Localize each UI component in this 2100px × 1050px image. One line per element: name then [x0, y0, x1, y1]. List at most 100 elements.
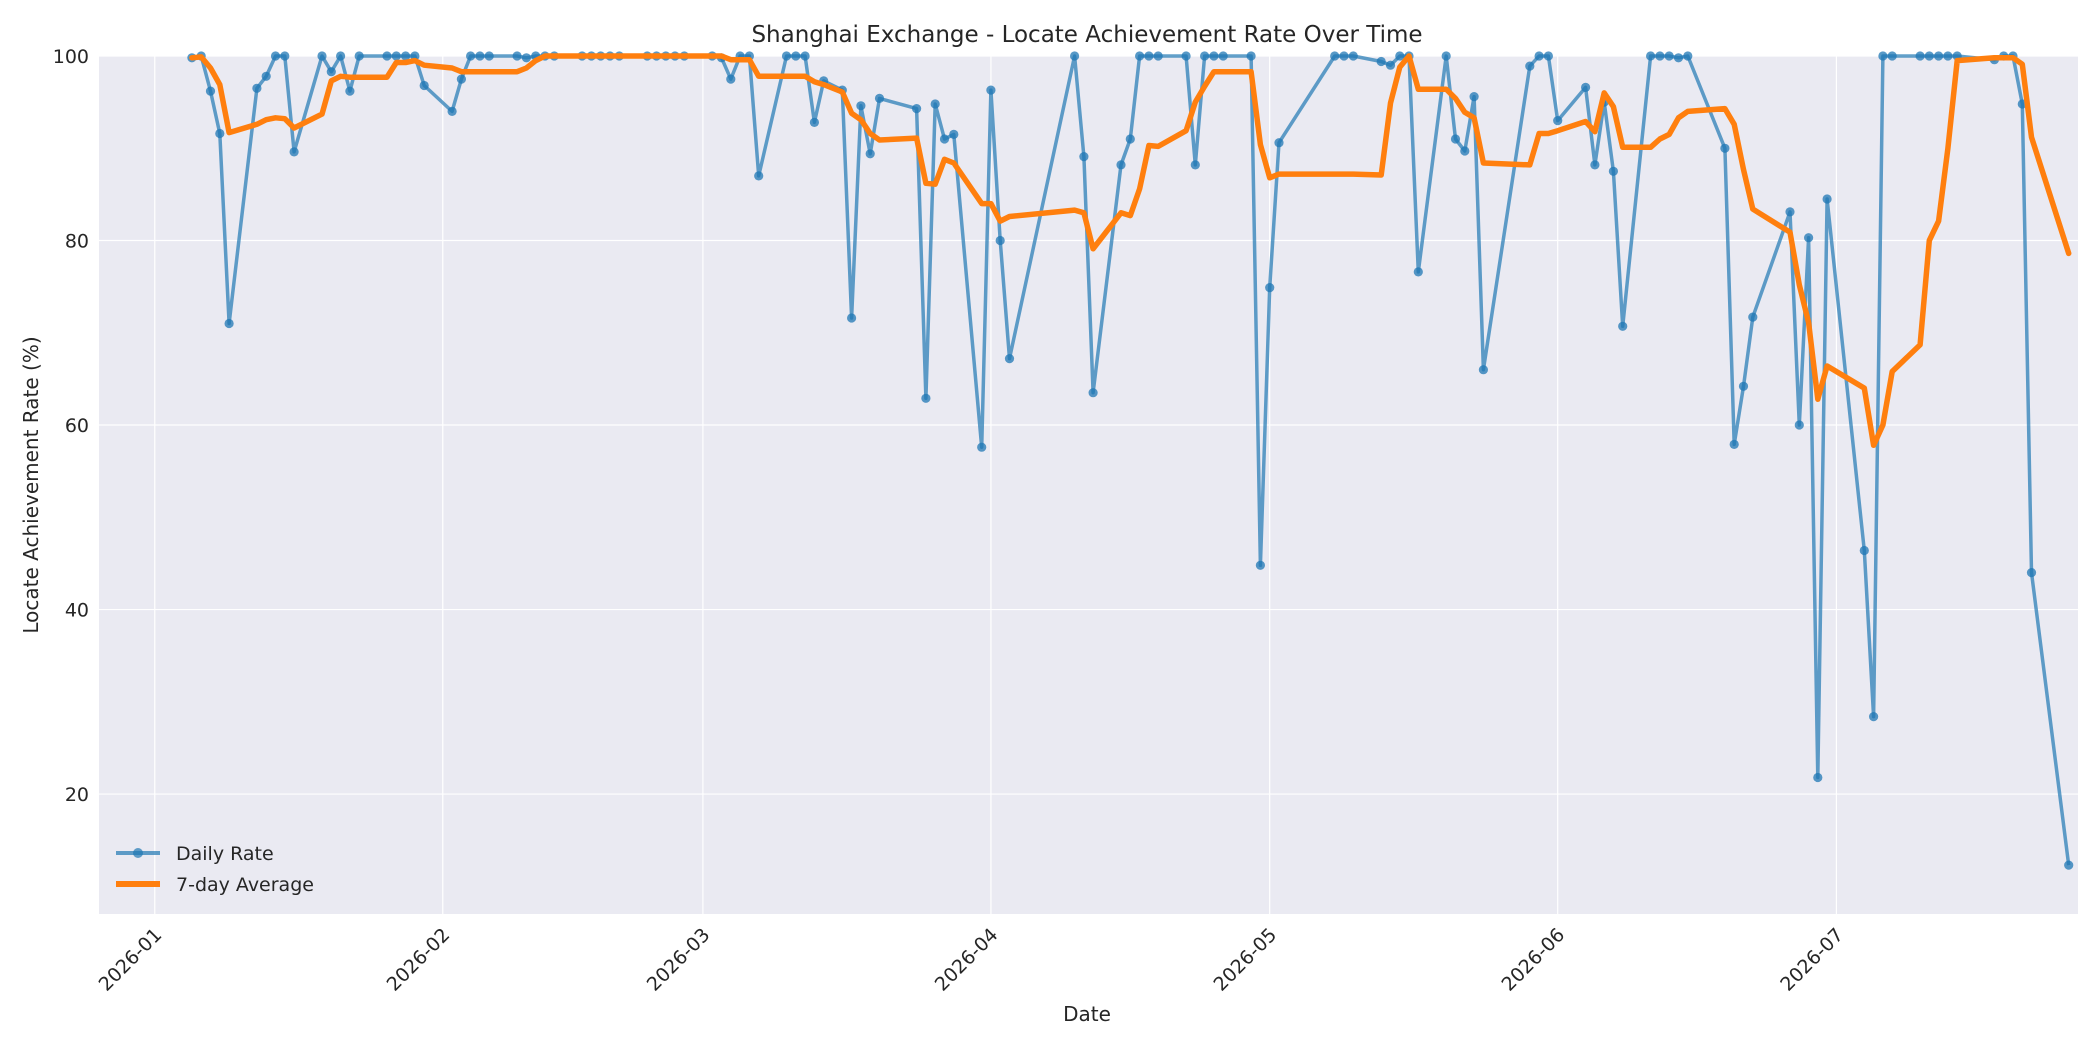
- daily-rate-point: [800, 51, 810, 61]
- daily-rate-point: [1088, 388, 1098, 398]
- daily-rate-point: [1655, 51, 1665, 61]
- x-axis-label: Date: [1063, 1002, 1111, 1026]
- daily-rate-point: [847, 313, 857, 323]
- series-layer: [187, 51, 2074, 870]
- daily-rate-point: [1079, 152, 1089, 162]
- daily-rate-point: [419, 80, 429, 91]
- daily-rate-point: [1385, 60, 1396, 70]
- daily-rate-point: [1887, 51, 1897, 61]
- daily-rate-point: [1144, 51, 1154, 61]
- daily-rate-point: [1683, 51, 1693, 61]
- daily-rate-point: [1395, 51, 1405, 61]
- daily-rate-point: [754, 171, 764, 181]
- daily-rate-point: [1878, 51, 1888, 61]
- daily-rate-point: [1590, 160, 1600, 170]
- daily-rate-point: [1738, 381, 1749, 391]
- daily-rate-point: [1004, 354, 1015, 364]
- plot-area: [99, 56, 2078, 914]
- daily-rate-point: [1135, 51, 1145, 61]
- y-tick-label: 60: [65, 415, 89, 437]
- daily-rate-point: [289, 147, 299, 157]
- daily-rate-point: [252, 83, 262, 93]
- daily-rate-point: [1924, 51, 1934, 61]
- daily-rate-point: [1200, 51, 1210, 61]
- daily-rate-point: [1543, 51, 1553, 61]
- daily-rate-point: [1116, 160, 1126, 170]
- daily-rate-point: [1070, 51, 1080, 61]
- daily-rate-point: [1720, 143, 1730, 153]
- daily-rate-point: [949, 129, 959, 139]
- daily-rate-point: [912, 104, 922, 114]
- daily-rate-point: [382, 51, 392, 61]
- daily-rate-point: [1181, 51, 1191, 61]
- daily-rate-point: [2026, 568, 2037, 578]
- daily-rate-point: [466, 51, 476, 61]
- daily-rate-point: [1804, 233, 1814, 243]
- daily-rate-point: [1376, 56, 1386, 67]
- daily-rate-point: [224, 318, 234, 329]
- daily-rate-point: [1246, 51, 1256, 61]
- daily-rate-point: [1450, 134, 1461, 144]
- daily-rate-point: [484, 51, 494, 61]
- daily-rate-point: [205, 86, 216, 96]
- daily-rate-point: [1125, 134, 1135, 144]
- y-axis-ticks: 20 40 60 80 100: [53, 46, 89, 806]
- daily-rate-point: [391, 51, 401, 61]
- daily-rate-point: [270, 51, 281, 61]
- y-tick-label: 100: [53, 46, 89, 68]
- daily-rate-point: [977, 442, 987, 452]
- daily-rate-point: [215, 128, 225, 139]
- daily-rate-point: [865, 149, 875, 159]
- daily-rate-point: [447, 106, 457, 116]
- daily-rate-point: [930, 99, 940, 109]
- daily-rate-point: [1618, 321, 1628, 331]
- daily-rate-point: [809, 117, 820, 127]
- daily-rate-point: [726, 74, 736, 84]
- daily-rate-markers: [187, 51, 2074, 870]
- daily-rate-point: [456, 74, 466, 84]
- y-tick-label: 80: [65, 231, 89, 253]
- daily-rate-point: [1469, 92, 1479, 102]
- daily-rate-point: [1255, 560, 1265, 570]
- daily-rate-point: [345, 86, 355, 96]
- daily-rate-point: [856, 101, 866, 111]
- daily-rate-point: [1525, 61, 1535, 71]
- daily-rate-point: [326, 67, 336, 77]
- chart-title: Shanghai Exchange - Locate Achievement R…: [751, 22, 1422, 48]
- daily-rate-point: [475, 51, 485, 61]
- seven-day-average-line: [189, 53, 2072, 449]
- daily-rate-point: [2064, 860, 2074, 870]
- daily-rate-point: [1813, 772, 1823, 783]
- daily-rate-point: [1915, 51, 1925, 61]
- y-axis-label: Locate Achievement Rate (%): [19, 336, 43, 633]
- y-tick-label: 40: [65, 600, 89, 622]
- daily-rate-point: [874, 93, 885, 103]
- legend-daily-marker: [133, 848, 143, 858]
- daily-rate-point: [1785, 207, 1795, 217]
- daily-rate-point: [401, 51, 411, 61]
- daily-rate-point: [791, 51, 801, 61]
- daily-rate-point: [1646, 51, 1656, 61]
- daily-rate-point: [995, 235, 1005, 246]
- daily-rate-point: [939, 134, 950, 144]
- daily-rate-point: [261, 71, 271, 81]
- legend-daily-label: Daily Rate: [176, 843, 274, 865]
- daily-rate-point: [921, 393, 931, 403]
- daily-rate-point: [1869, 712, 1879, 722]
- daily-rate-point: [1274, 138, 1284, 148]
- daily-rate-point: [354, 51, 364, 61]
- daily-rate-point: [1859, 545, 1869, 556]
- daily-rate-point: [1534, 51, 1544, 61]
- daily-rate-point: [1729, 439, 1739, 449]
- daily-rate-point: [1794, 420, 1804, 430]
- daily-rate-point: [1441, 51, 1451, 61]
- daily-rate-point: [1748, 312, 1758, 322]
- daily-rate-point: [1673, 53, 1684, 63]
- daily-rate-point: [521, 53, 532, 63]
- daily-rate-point: [317, 51, 327, 61]
- daily-rate-point: [1664, 51, 1674, 61]
- daily-rate-point: [1265, 283, 1275, 293]
- daily-rate-point: [1822, 194, 1832, 204]
- daily-rate-point: [1581, 82, 1591, 92]
